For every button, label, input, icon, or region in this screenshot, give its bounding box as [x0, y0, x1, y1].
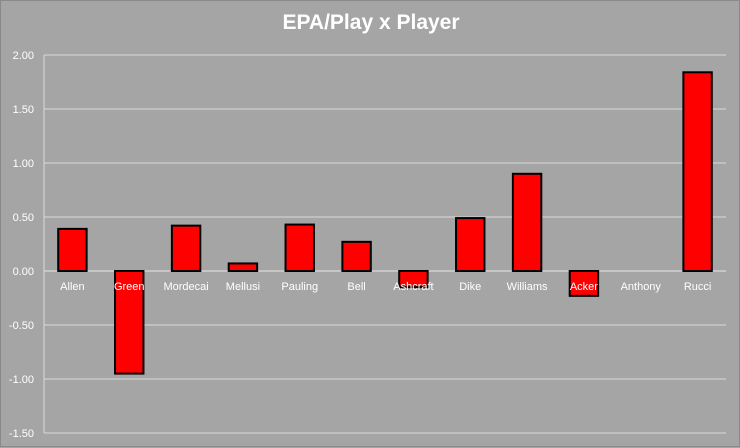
y-axis: 2.00 1.50 1.00 0.50 0.00 -0.50 -1.00 -1.50 [9, 50, 726, 440]
bar-dike [455, 217, 486, 272]
category-label: Pauling [281, 281, 318, 293]
y-tick-label: 1.00 [13, 158, 34, 170]
y-tick-label: -0.50 [9, 320, 34, 332]
category-label: Bell [347, 281, 365, 293]
category-label: Rucci [684, 281, 712, 293]
y-tick-label: 2.00 [13, 50, 34, 62]
category-label: Dike [459, 281, 481, 293]
category-label: Ashcraft [393, 281, 433, 293]
chart-title: EPA/Play x Player [282, 11, 460, 34]
bar-mellusi [227, 262, 259, 273]
y-tick-label: 0.50 [13, 212, 34, 224]
category-label: Anthony [621, 281, 662, 293]
bar-bell [341, 240, 372, 272]
y-tick-label: 1.50 [13, 104, 34, 116]
gridlines [44, 54, 726, 434]
bar-mordecai [170, 224, 202, 272]
bar-allen [57, 227, 88, 273]
bar-ashcraft [398, 270, 429, 289]
bars [57, 71, 713, 375]
category-label: Acker [570, 281, 598, 293]
y-tick-label: -1.50 [9, 428, 34, 440]
bar-pauling [284, 223, 315, 272]
category-label: Green [114, 281, 145, 293]
y-tick-label: 0.00 [13, 266, 34, 278]
bar-acker [568, 270, 600, 297]
category-label: Allen [60, 281, 84, 293]
bar-rucci [682, 71, 713, 272]
bar-green [114, 270, 145, 375]
y-tick-label: -1.00 [9, 374, 34, 386]
bar-williams [511, 172, 543, 272]
category-labels: Allen Green Mordecai Mellusi Pauling Bell Ashc… [60, 281, 711, 293]
category-label: Mordecai [163, 281, 208, 293]
category-label: Mellusi [226, 281, 260, 293]
category-label: Williams [507, 281, 548, 293]
